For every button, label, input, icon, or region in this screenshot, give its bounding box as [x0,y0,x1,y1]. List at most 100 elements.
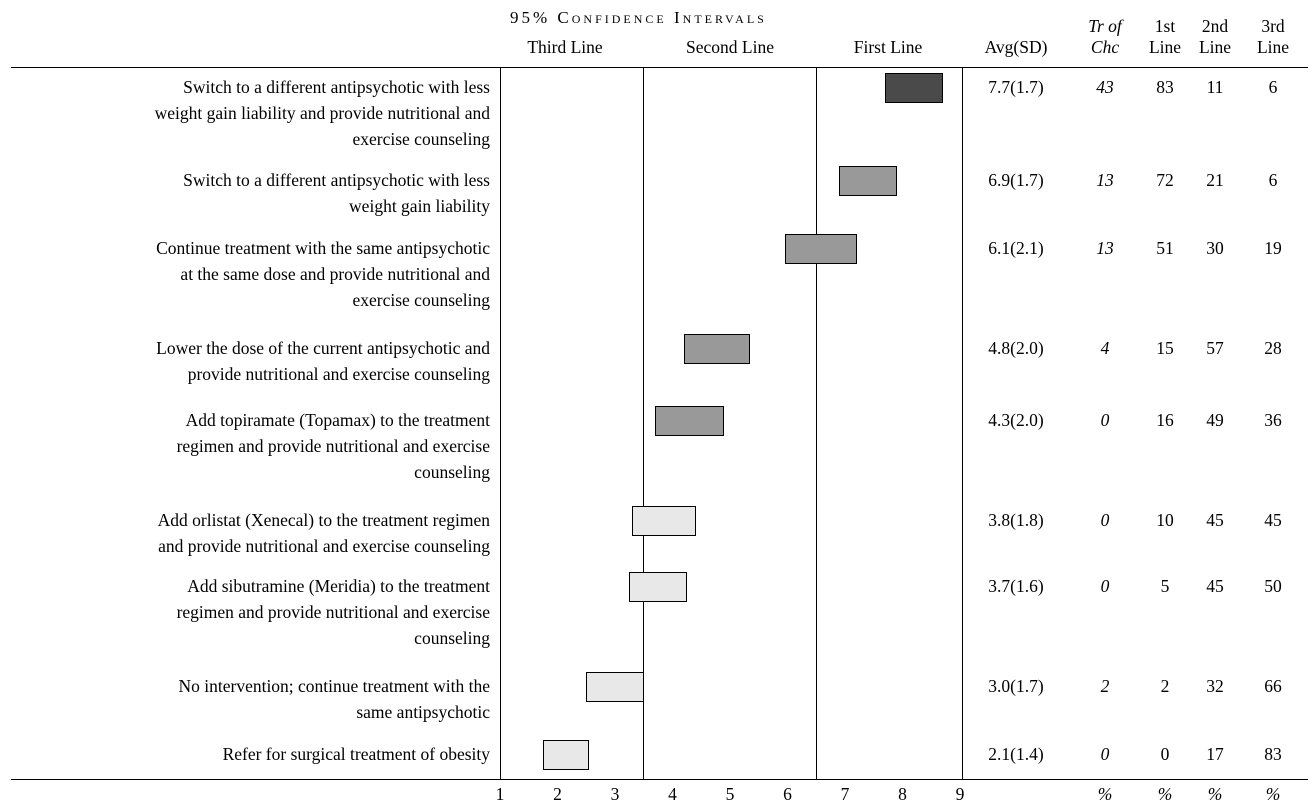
row-label-line: Add orlistat (Xenecal) to the treatment … [157,510,490,530]
row-label-line: Refer for surgical treatment of obesity [222,744,490,764]
tr-chc-cell: 0 [1100,744,1110,764]
second-line-cell: 17 [1206,744,1224,764]
zone-label-second: Second Line [686,37,774,57]
x-tick-label: 5 [725,784,735,804]
second-line-cell: 49 [1206,410,1224,430]
zone-label-first: First Line [853,37,923,57]
avg-sd-cell: 3.7(1.6) [988,576,1044,596]
third-line-cell: 19 [1264,238,1282,258]
ci-bar [586,672,644,702]
row-label-line: Switch to a different antipsychotic with… [183,77,490,97]
tr-chc-cell: 13 [1096,170,1114,190]
avg-sd-cell: 7.7(1.7) [988,77,1044,97]
percent-unit-label: % [1157,784,1173,804]
tr-chc-cell: 0 [1100,576,1110,596]
avg-sd-cell: 4.8(2.0) [988,338,1044,358]
row-label-line: provide nutritional and exercise counsel… [187,364,490,384]
x-tick-label: 7 [840,784,850,804]
second-line-cell: 45 [1206,576,1224,596]
col-header-avg: Avg(SD) [984,37,1048,57]
percent-unit-label: % [1207,784,1223,804]
col-header-second-1: 2nd [1201,16,1229,36]
row-label-line: Add topiramate (Topamax) to the treatmen… [185,410,490,430]
chart-title-text: 95% Confidence Intervals [510,8,767,27]
third-line-cell: 6 [1268,170,1278,190]
ci-bar [839,166,897,196]
first-line-cell: 51 [1156,238,1174,258]
zone-label-third: Third Line [527,37,603,57]
first-line-cell: 83 [1156,77,1174,97]
row-label-line: No intervention; continue treatment with… [178,676,490,696]
ci-bar [684,334,751,364]
row-label-line: exercise counseling [352,129,490,149]
col-header-first-2: Line [1148,37,1182,57]
row-label: Switch to a different antipsychotic with… [10,74,490,152]
row-label-line: Continue treatment with the same antipsy… [156,238,490,258]
row-label-line: Lower the dose of the current antipsycho… [156,338,490,358]
row-label-line: regimen and provide nutritional and exer… [176,436,490,456]
row-label: Refer for surgical treatment of obesity [10,741,490,767]
first-line-cell: 10 [1156,510,1174,530]
row-label: Add topiramate (Topamax) to the treatmen… [10,407,490,485]
third-line-cell: 83 [1264,744,1282,764]
row-label-line: same antipsychotic [356,702,490,722]
row-label: Lower the dose of the current antipsycho… [10,335,490,387]
bottom-rule [11,779,1308,780]
col-header-second-2: Line [1198,37,1232,57]
first-line-cell: 16 [1156,410,1174,430]
zone-divider-2 [816,67,817,780]
tr-chc-cell: 0 [1100,510,1110,530]
x-tick-label: 9 [955,784,965,804]
row-label-line: at the same dose and provide nutritional… [180,264,490,284]
row-label-line: and provide nutritional and exercise cou… [158,536,490,556]
second-line-cell: 57 [1206,338,1224,358]
second-line-cell: 21 [1206,170,1224,190]
col-header-tr-2: Chc [1090,37,1120,57]
third-line-cell: 66 [1264,676,1282,696]
tr-chc-cell: 4 [1100,338,1110,358]
second-line-cell: 11 [1206,77,1224,97]
row-label: Add sibutramine (Meridia) to the treatme… [10,573,490,651]
col-header-tr-1: Tr of [1088,16,1122,36]
row-label-line: counseling [414,462,490,482]
third-line-cell: 36 [1264,410,1282,430]
third-line-cell: 28 [1264,338,1282,358]
avg-sd-cell: 4.3(2.0) [988,410,1044,430]
row-label: No intervention; continue treatment with… [10,673,490,725]
row-label-line: exercise counseling [352,290,490,310]
row-label-line: Switch to a different antipsychotic with… [183,170,490,190]
col-header-third-2: Line [1256,37,1290,57]
first-line-cell: 5 [1160,576,1170,596]
second-line-cell: 30 [1206,238,1224,258]
col-header-first-1: 1st [1154,16,1176,36]
ci-bar [655,406,725,436]
row-label-line: Add sibutramine (Meridia) to the treatme… [187,576,490,596]
first-line-cell: 15 [1156,338,1174,358]
plot-right-border [962,67,963,780]
percent-unit-label: % [1097,784,1113,804]
ci-bar [543,740,590,770]
col-header-third-1: 3rd [1261,16,1285,36]
avg-sd-cell: 2.1(1.4) [988,744,1044,764]
row-label-line: counseling [414,628,490,648]
first-line-cell: 72 [1156,170,1174,190]
x-tick-label: 3 [610,784,620,804]
zone-divider-1 [643,67,644,780]
plot-left-border [500,67,501,780]
x-tick-label: 8 [898,784,907,804]
third-line-cell: 50 [1264,576,1282,596]
chart-title: 95% Confidence Intervals [510,8,767,28]
ci-bar [632,506,696,536]
row-label-line: regimen and provide nutritional and exer… [176,602,490,622]
percent-unit-label: % [1265,784,1281,804]
x-tick-label: 6 [783,784,792,804]
tr-chc-cell: 13 [1096,238,1114,258]
second-line-cell: 32 [1206,676,1224,696]
x-tick-label: 2 [553,784,562,804]
tr-chc-cell: 0 [1100,410,1110,430]
x-tick-label: 4 [668,784,677,804]
avg-sd-cell: 3.0(1.7) [988,676,1044,696]
first-line-cell: 2 [1160,676,1170,696]
first-line-cell: 0 [1160,744,1170,764]
